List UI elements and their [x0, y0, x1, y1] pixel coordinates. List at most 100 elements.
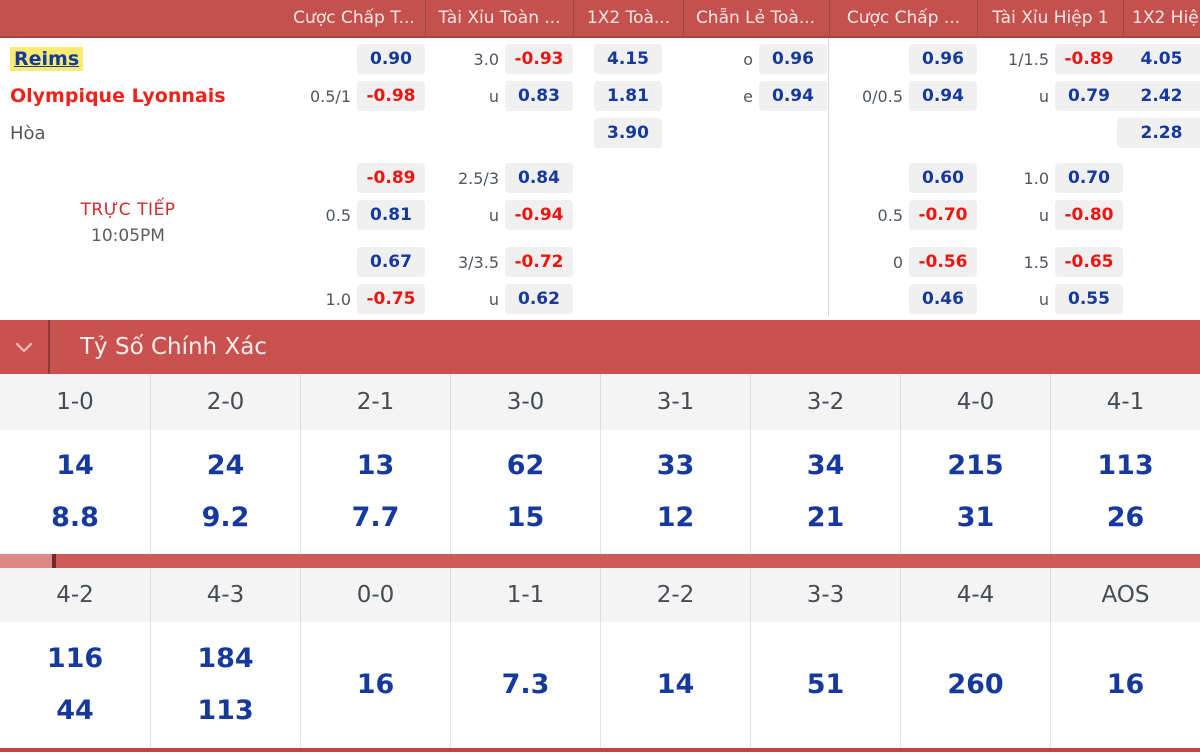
score-odds-cell[interactable]: 260: [900, 622, 1050, 748]
score-odds-cell[interactable]: 51: [750, 622, 900, 748]
column-group-divider: [828, 38, 829, 316]
odds-group: 0.90: [283, 44, 425, 74]
score-odds-cell[interactable]: 7.3: [450, 622, 600, 748]
collapse-section-button[interactable]: [0, 320, 48, 374]
score-odds-cell[interactable]: 13 7.7: [300, 430, 450, 554]
odds-group: 2.28: [1116, 118, 1200, 148]
odds-cell[interactable]: -0.89: [1055, 44, 1123, 74]
handicap-label: 0.5/1: [309, 86, 351, 106]
odds-cell[interactable]: 0.94: [909, 81, 977, 111]
odds-row: 0.5 0.81 u -0.94 0.5 -0.70 u -0.80: [0, 198, 1200, 232]
odds-column-header: Cược Chấp ...: [829, 0, 977, 36]
odds-row: Reims 0.90 3.0 -0.93 4.15 o 0.96 0.96 1/1.5 -0.89…: [0, 42, 1200, 76]
odds-cell[interactable]: -0.93: [505, 44, 573, 74]
odds-cell[interactable]: 0.79: [1055, 81, 1123, 111]
handicap-label: 0.5: [325, 205, 351, 225]
odds-cell[interactable]: 0.60: [909, 163, 977, 193]
score-odds-value: 7.7: [351, 502, 400, 533]
odds-cell[interactable]: 2.42: [1116, 81, 1200, 111]
odds-cell[interactable]: 4.15: [594, 44, 662, 74]
odds-group: u -0.80: [977, 200, 1123, 230]
score-odds-cell[interactable]: 184 113: [150, 622, 300, 748]
odds-group: 1.0 0.70: [977, 163, 1123, 193]
odds-group: 0.60: [829, 163, 977, 193]
odds-cell[interactable]: 0.96: [759, 44, 827, 74]
score-odds-cell[interactable]: 24 9.2: [150, 430, 300, 554]
odds-cell[interactable]: 0.67: [357, 247, 425, 277]
score-odds-cell[interactable]: 215 31: [900, 430, 1050, 554]
score-odds-cell[interactable]: 33 12: [600, 430, 750, 554]
score-odds-value: 113: [197, 695, 254, 726]
odds-cell[interactable]: -0.80: [1055, 200, 1123, 230]
score-odds-cell[interactable]: 14: [600, 622, 750, 748]
odds-cell[interactable]: 0.81: [357, 200, 425, 230]
score-odds-value: 15: [506, 502, 545, 533]
score-odds-value: 62: [506, 450, 545, 481]
odds-cell[interactable]: -0.65: [1055, 247, 1123, 277]
score-odds-value: 113: [1097, 450, 1154, 481]
odds-cell[interactable]: 2.28: [1116, 118, 1200, 148]
score-values-row: 14 8.8 24 9.2 13 7.7 62 15 33 12 34 21 215 31 113 26: [0, 430, 1200, 554]
score-odds-value: 8.8: [51, 502, 99, 533]
score-odds-cell[interactable]: 16: [300, 622, 450, 748]
odds-cell[interactable]: 0.94: [759, 81, 827, 111]
odds-cell[interactable]: -0.75: [357, 284, 425, 314]
score-odds-cell[interactable]: 113 26: [1050, 430, 1200, 554]
odds-cell[interactable]: -0.98: [357, 81, 425, 111]
score-odds-cell[interactable]: 34 21: [750, 430, 900, 554]
odds-cell[interactable]: 0.96: [909, 44, 977, 74]
odds-group: 1/1.5 -0.89: [977, 44, 1123, 74]
odds-cell[interactable]: 0.62: [505, 284, 573, 314]
odds-row: 1.0 -0.75 u 0.62 0.46 u 0.55: [0, 282, 1200, 316]
score-odds-value: 26: [1106, 502, 1145, 533]
handicap-label: 0.5: [877, 205, 903, 225]
score-odds-value: 33: [656, 450, 695, 481]
score-header-row: 1-0 2-0 2-1 3-0 3-1 3-2 4-0 4-1: [0, 374, 1200, 431]
odds-group: 4.15: [573, 44, 683, 74]
score-odds-value: 12: [656, 502, 695, 533]
separator-bar-light-segment: [0, 554, 52, 568]
odds-group: u 0.83: [425, 81, 573, 111]
odds-cell[interactable]: -0.56: [909, 247, 977, 277]
odds-group: 3/3.5 -0.72: [425, 247, 573, 277]
odds-cell[interactable]: 0.46: [909, 284, 977, 314]
odds-cell[interactable]: -0.72: [505, 247, 573, 277]
handicap-label: o: [743, 49, 753, 69]
handicap-label: 1.5: [1023, 252, 1049, 272]
odds-cell[interactable]: 0.90: [357, 44, 425, 74]
score-odds-cell[interactable]: 14 8.8: [0, 430, 150, 554]
score-odds-value: 51: [806, 669, 845, 700]
odds-group: e 0.94: [683, 81, 827, 111]
odds-column-header-row: Cược Chấp T... Tài Xỉu Toàn ... 1X2 Toà...…: [0, 0, 1200, 38]
odds-cell[interactable]: 0.84: [505, 163, 573, 193]
handicap-label: e: [743, 86, 753, 106]
score-odds-cell[interactable]: 62 15: [450, 430, 600, 554]
odds-cell[interactable]: 1.81: [594, 81, 662, 111]
odds-cell[interactable]: -0.70: [909, 200, 977, 230]
odds-group: 0.5/1 -0.98: [283, 81, 425, 111]
odds-cell[interactable]: 4.05: [1116, 44, 1200, 74]
score-odds-cell[interactable]: 16: [1050, 622, 1200, 748]
odds-cell[interactable]: 0.83: [505, 81, 573, 111]
odds-group: 3.90: [573, 118, 683, 148]
chevron-down-icon: [15, 338, 33, 357]
score-odds-cell[interactable]: 116 44: [0, 622, 150, 748]
correct-score-section-bar: Tỷ Số Chính Xác: [0, 320, 1200, 374]
odds-group: 0.67: [283, 247, 425, 277]
odds-group: 0.96: [829, 44, 977, 74]
odds-cell[interactable]: -0.89: [357, 163, 425, 193]
odds-group: 2.42: [1116, 81, 1200, 111]
handicap-label: u: [1038, 86, 1049, 106]
odds-group: -0.89: [283, 163, 425, 193]
odds-group: 0.5 -0.70: [829, 200, 977, 230]
odds-cell[interactable]: 0.55: [1055, 284, 1123, 314]
score-header: 3-0: [450, 374, 600, 430]
handicap-label: u: [488, 289, 499, 309]
odds-cell[interactable]: 3.90: [594, 118, 662, 148]
score-odds-value: 116: [46, 643, 104, 674]
score-odds-value: 21: [806, 502, 845, 533]
score-odds-value: 14: [656, 669, 695, 700]
odds-cell[interactable]: 0.70: [1055, 163, 1123, 193]
odds-cell[interactable]: -0.94: [505, 200, 573, 230]
